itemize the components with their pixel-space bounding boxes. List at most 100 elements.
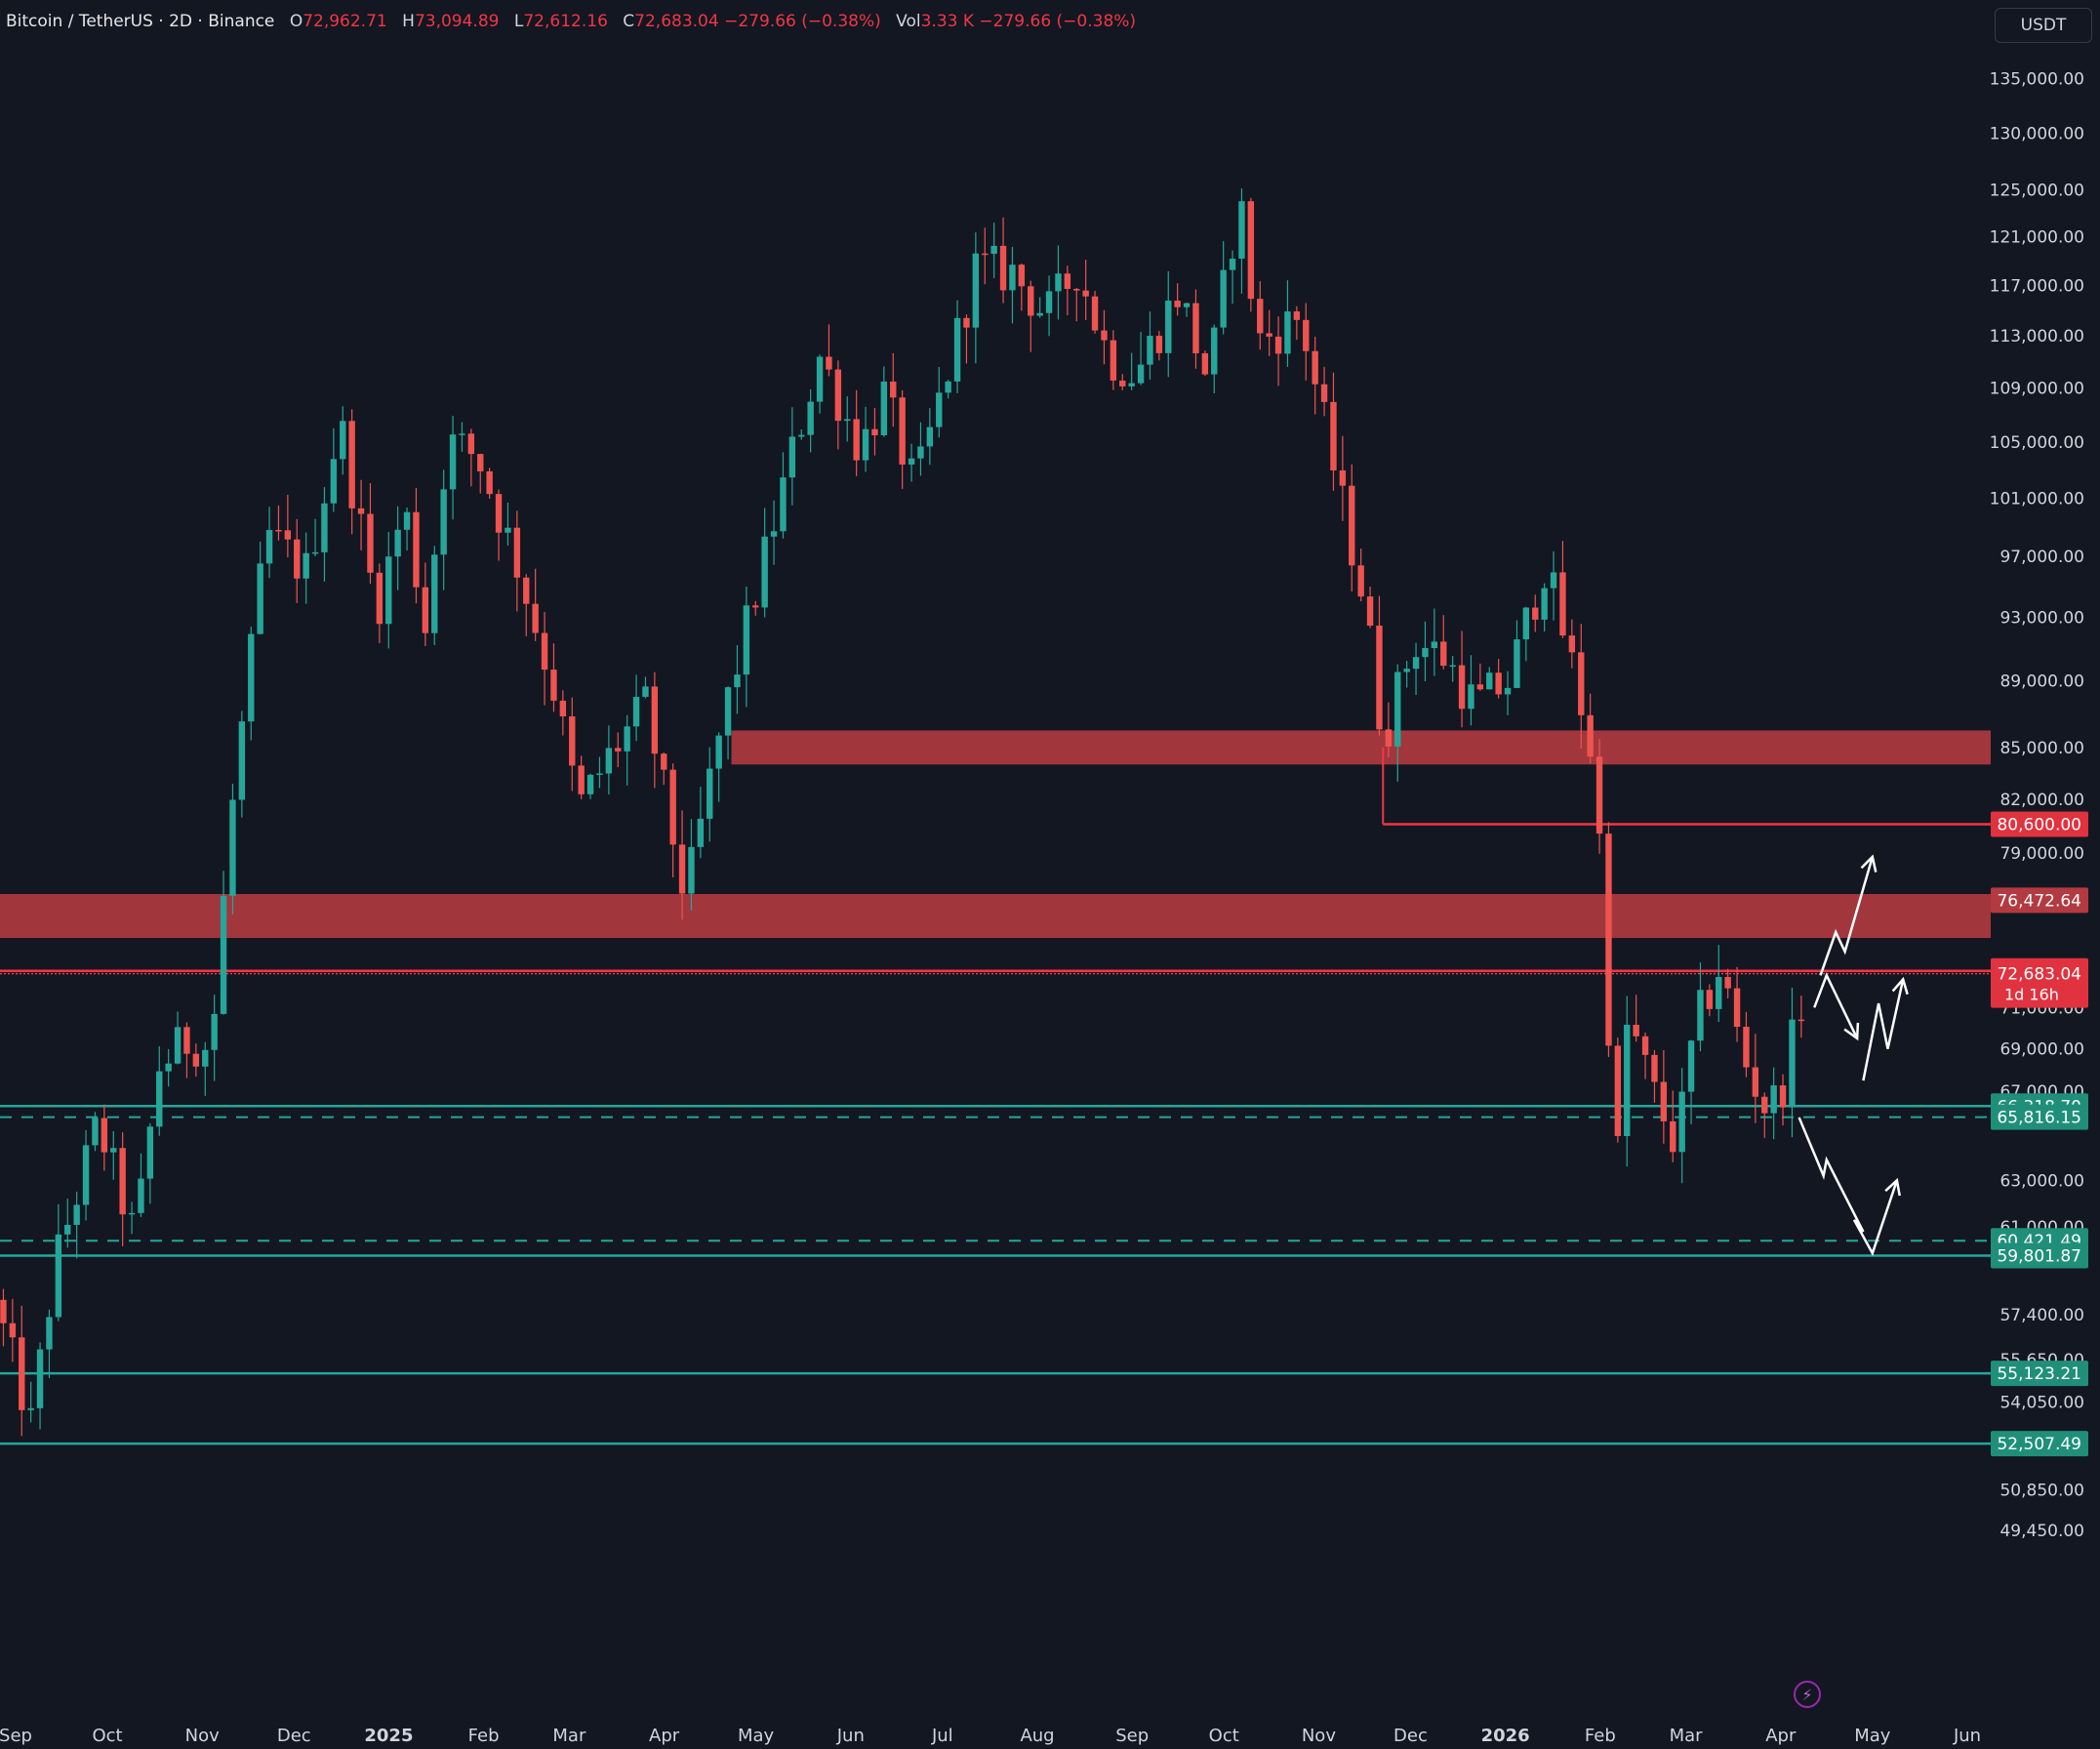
candle-body — [477, 454, 484, 471]
candle-body — [1797, 1019, 1805, 1022]
candle-body — [834, 369, 842, 422]
candle-body — [257, 563, 263, 634]
projection-arrowhead — [1884, 1177, 1901, 1197]
low-value: 72,612.16 — [523, 12, 608, 31]
candle-body — [1733, 988, 1741, 1028]
candle-body — [294, 539, 301, 579]
level-tag-text: 65,816.15 — [1997, 1109, 2081, 1128]
candle-body — [165, 1063, 172, 1072]
time-tick-label: Jun — [1953, 1726, 1981, 1746]
level-tag-text: 55,123.21 — [1997, 1364, 2081, 1384]
candle-body — [1312, 350, 1318, 385]
price-tick-label: 54,050.00 — [1999, 1393, 2084, 1412]
candle-body — [532, 603, 539, 633]
candle-body — [1670, 1120, 1676, 1153]
level-tag — [1991, 1361, 2088, 1387]
candlesticks — [0, 188, 1805, 1437]
symbol-title[interactable]: Bitcoin / TetherUS · 2D · Binance — [6, 12, 275, 31]
candle-body — [1522, 607, 1530, 640]
high-value: 73,094.89 — [414, 12, 500, 31]
candle-body — [550, 670, 557, 701]
candle-body — [1486, 672, 1493, 690]
candle-body — [138, 1178, 144, 1213]
candle-body — [734, 674, 741, 688]
candle-body — [1147, 336, 1153, 365]
candle-body — [467, 433, 475, 455]
level-tag — [1991, 1104, 2088, 1130]
time-tick-label: 2025 — [364, 1726, 413, 1746]
candle-body — [495, 494, 503, 533]
candle-body — [697, 818, 705, 847]
candle-body — [311, 551, 319, 554]
candle-body — [1274, 336, 1282, 354]
candle-body — [798, 434, 805, 437]
candle-body — [183, 1027, 190, 1054]
price-tick-label: 117,000.00 — [1990, 277, 2084, 297]
time-tick-label: Apr — [1765, 1726, 1797, 1746]
candle-body — [990, 245, 997, 255]
candle-body — [1514, 639, 1520, 688]
candle-body — [715, 735, 722, 769]
time-tick-label: Sep — [0, 1726, 32, 1746]
candle-body — [1559, 572, 1566, 636]
candle-body — [73, 1204, 80, 1225]
resistance-zones — [0, 730, 1992, 939]
level-labels: 80,600.0076,472.6472,824.7166,318.7065,8… — [1991, 811, 2088, 1457]
candle-body — [1761, 1096, 1768, 1114]
candle-body — [1211, 327, 1218, 375]
time-tick-label: Apr — [649, 1726, 680, 1746]
candle-body — [1394, 671, 1401, 747]
time-axis[interactable]: Sep Oct Nov Dec 2025 Feb Mar Apr May Jun Jul Aug Sep… — [0, 1726, 1981, 1746]
candle-body — [669, 769, 676, 845]
candle-body — [1614, 1045, 1622, 1137]
candle-body — [275, 530, 282, 532]
price-axis[interactable]: 135,000.00 130,000.00 125,000.00 121,000.00… — [1990, 70, 2084, 1541]
candle-body — [1174, 300, 1181, 307]
candle-body — [982, 253, 989, 256]
price-tick-label: 105,000.00 — [1990, 433, 2084, 453]
candle-body — [1110, 340, 1117, 381]
price-tick-label: 82,000.00 — [1999, 791, 2084, 810]
candle-body — [1009, 264, 1016, 291]
candle-body — [1339, 469, 1347, 486]
candle-body — [1036, 312, 1043, 316]
candle-body — [1064, 273, 1071, 289]
candle-body — [156, 1071, 163, 1127]
level-tag — [1991, 1431, 2088, 1457]
candle-body — [146, 1126, 154, 1179]
candle-body — [1568, 635, 1576, 653]
candle-body — [569, 715, 576, 766]
close-value: 72,683.04 — [634, 12, 719, 31]
candle-body — [1201, 353, 1209, 375]
price-tick-label: 69,000.00 — [1999, 1040, 2084, 1060]
candle-body — [908, 458, 915, 465]
price-tick-label: 93,000.00 — [1999, 609, 2084, 629]
lightning-icon[interactable]: ⚡ — [1794, 1681, 1821, 1708]
candle-body — [953, 317, 961, 382]
candle-body — [1192, 303, 1199, 354]
candle-body — [1550, 572, 1557, 589]
candle-body — [871, 428, 878, 436]
candle-body — [82, 1145, 90, 1205]
candle-body — [505, 527, 511, 533]
candle-body — [1229, 258, 1236, 270]
candle-body — [899, 397, 906, 465]
candle-body — [972, 253, 980, 328]
price-tick-label: 101,000.00 — [1990, 489, 2084, 508]
time-tick-label: Mar — [1670, 1726, 1704, 1746]
price-tick-label: 57,400.00 — [1999, 1306, 2084, 1325]
candle-body — [202, 1049, 209, 1067]
currency-button[interactable]: USDT — [1995, 8, 2092, 43]
candle-body — [192, 1053, 200, 1067]
candle-body — [624, 726, 630, 752]
time-tick-label: Feb — [468, 1726, 500, 1746]
candle-body — [413, 511, 420, 588]
candle-body — [651, 686, 659, 754]
candle-body — [890, 381, 897, 398]
candle-body — [1541, 588, 1548, 620]
candle-body — [707, 768, 713, 819]
low-label: L — [513, 12, 524, 31]
candle-body — [110, 1148, 117, 1153]
time-tick-label: Feb — [1585, 1726, 1616, 1746]
